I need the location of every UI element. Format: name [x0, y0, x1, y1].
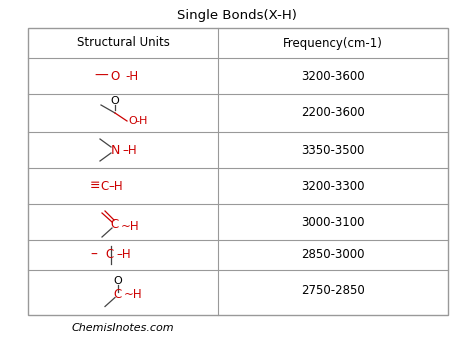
Text: 2200-3600: 2200-3600: [301, 106, 365, 120]
Text: 2850-3000: 2850-3000: [301, 248, 365, 261]
Text: O: O: [128, 116, 137, 126]
Text: –H: –H: [108, 179, 123, 193]
Text: –H: –H: [122, 144, 137, 158]
Text: 3000-3100: 3000-3100: [301, 216, 365, 228]
Text: 3350-3500: 3350-3500: [301, 143, 365, 157]
Text: ≡: ≡: [90, 179, 100, 193]
Text: —: —: [94, 69, 108, 83]
Text: -H: -H: [135, 116, 147, 126]
Text: 3200-3600: 3200-3600: [301, 69, 365, 82]
Text: ~H: ~H: [124, 288, 143, 301]
Text: N: N: [110, 143, 120, 157]
Text: O: O: [114, 276, 122, 285]
Text: –: –: [91, 248, 98, 262]
Text: O: O: [110, 96, 119, 106]
Text: -H: -H: [125, 69, 138, 82]
Text: O: O: [110, 69, 119, 82]
Text: 2750-2850: 2750-2850: [301, 284, 365, 297]
Text: C: C: [114, 288, 122, 301]
Text: C: C: [100, 179, 108, 193]
Text: C: C: [106, 248, 114, 261]
Text: C: C: [111, 219, 119, 232]
Text: ~H: ~H: [121, 219, 140, 233]
Text: –H: –H: [116, 248, 131, 261]
Text: Frequency(cm-1): Frequency(cm-1): [283, 37, 383, 49]
Text: Single Bonds(X-H): Single Bonds(X-H): [177, 8, 297, 21]
Text: 3200-3300: 3200-3300: [301, 179, 365, 193]
Text: ChemisInotes.com: ChemisInotes.com: [72, 323, 174, 333]
Text: Structural Units: Structural Units: [77, 37, 169, 49]
Bar: [28, 28, 448, 315]
